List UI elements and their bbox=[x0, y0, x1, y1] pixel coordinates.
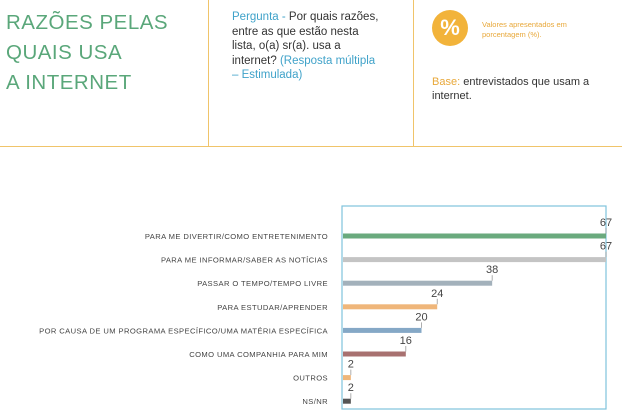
header-divider-left bbox=[208, 0, 209, 146]
bar bbox=[343, 280, 493, 286]
value-label: 2 bbox=[348, 359, 354, 371]
value-label: 67 bbox=[600, 241, 612, 253]
bar bbox=[343, 257, 606, 263]
page-title: RAZÕES PELAS QUAIS USA A INTERNET bbox=[6, 8, 202, 98]
base-block: Base: entrevistados que usam a internet. bbox=[432, 76, 592, 103]
bar bbox=[343, 327, 422, 333]
chart-frame bbox=[341, 205, 607, 410]
value-label: 38 bbox=[486, 264, 498, 276]
bar bbox=[343, 304, 438, 310]
value-label: 24 bbox=[431, 288, 443, 300]
question-label: Pergunta - bbox=[232, 11, 286, 23]
category-label: OUTROS bbox=[293, 374, 328, 383]
title-line-2: QUAIS USA bbox=[6, 41, 123, 64]
question-note: (Resposta múltipla – Estimulada) bbox=[232, 54, 376, 82]
category-label: PASSAR O TEMPO/TEMPO LIVRE bbox=[197, 279, 328, 288]
header-divider-bottom bbox=[0, 146, 622, 147]
category-label: PARA ME DIVERTIR/COMO ENTRETENIMENTO bbox=[145, 232, 328, 241]
bar bbox=[343, 398, 351, 404]
base-label: Base: bbox=[432, 76, 461, 88]
bar bbox=[343, 375, 351, 381]
header-divider-right bbox=[413, 0, 414, 146]
question-block: Pergunta - Por quais razões, entre as qu… bbox=[232, 10, 382, 83]
values-note: Valores apresentados em porcentagem (%). bbox=[482, 20, 567, 39]
bar bbox=[343, 233, 606, 239]
category-label: POR CAUSA DE UM PROGRAMA ESPECÍFICO/UMA … bbox=[39, 326, 328, 335]
base-text: entrevistados que usam a internet. bbox=[432, 76, 590, 102]
bar bbox=[343, 351, 406, 357]
percent-icon: % bbox=[432, 10, 468, 46]
title-line-3: A INTERNET bbox=[6, 71, 132, 94]
category-label: PARA ME INFORMAR/SABER AS NOTÍCIAS bbox=[161, 256, 328, 265]
category-label: PARA ESTUDAR/APRENDER bbox=[217, 303, 328, 312]
question-text: Por quais razões, entre as que estão nes… bbox=[232, 11, 379, 67]
value-label: 67 bbox=[600, 217, 612, 229]
value-label: 16 bbox=[400, 335, 412, 347]
category-label: COMO UMA COMPANHIA PARA MIM bbox=[189, 350, 328, 359]
category-label: NS/NR bbox=[302, 397, 328, 406]
value-label: 2 bbox=[348, 382, 354, 394]
title-line-1: RAZÕES PELAS bbox=[6, 11, 169, 34]
value-label: 20 bbox=[415, 311, 427, 323]
